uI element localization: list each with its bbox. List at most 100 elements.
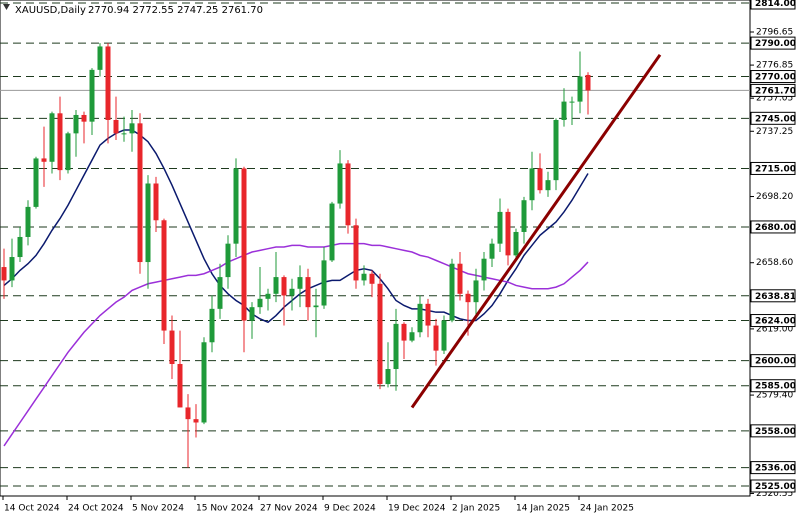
level-box: [750, 354, 796, 368]
candle-body: [321, 260, 327, 306]
candle-body: [449, 263, 455, 321]
candle-body: [481, 258, 487, 281]
candle-body: [337, 163, 343, 204]
candle-body: [225, 243, 231, 278]
candle-body: [425, 303, 431, 326]
candle-body: [265, 293, 271, 299]
candle-body: [81, 114, 87, 122]
candle-body: [297, 277, 303, 289]
candle-body: [545, 180, 551, 191]
candle-body: [153, 183, 159, 221]
moving-average: [3, 242, 589, 447]
candle-body: [393, 323, 399, 370]
candle-body: [385, 369, 391, 385]
level-label: 2558.00: [755, 427, 796, 437]
x-tick-label: 27 Nov 2024: [260, 504, 318, 514]
candle-body: [1, 267, 7, 281]
candle-body: [161, 220, 167, 331]
candle-body: [57, 113, 63, 171]
level-box: [750, 70, 796, 84]
moving-average: [3, 129, 589, 324]
candle-body: [41, 158, 47, 162]
level-label: 2715.00: [755, 164, 796, 174]
candle-body: [305, 277, 311, 308]
y-tick-label: 2698.20: [756, 192, 793, 202]
candle-body: [25, 206, 31, 237]
candle-body: [433, 325, 439, 351]
level-box: [750, 424, 796, 438]
candle-body: [465, 293, 471, 303]
symbol-icon: [3, 4, 10, 10]
candle-body: [257, 298, 263, 308]
candle-body: [185, 407, 191, 420]
level-label: 2536.00: [755, 464, 796, 474]
candle-body: [89, 69, 95, 122]
candle-body: [177, 363, 183, 408]
candle-body: [217, 277, 223, 309]
candle-body: [529, 168, 535, 201]
candle-body: [201, 342, 207, 423]
candle-body: [521, 200, 527, 232]
candle-body: [273, 277, 279, 294]
level-box: [750, 314, 796, 328]
candle-body: [33, 158, 39, 207]
candle-body: [17, 236, 23, 258]
candle-body: [537, 168, 543, 191]
candle-body: [9, 257, 15, 281]
chart-title: XAUUSD,Daily: [15, 5, 86, 16]
candle-body: [361, 273, 367, 281]
plot: [0, 2, 750, 487]
level-box: [750, 36, 796, 50]
candle-body: [457, 263, 463, 294]
y-tick-label: 2619.00: [756, 324, 793, 334]
candle-body: [313, 305, 319, 308]
level-box: [750, 0, 796, 10]
level-label: 2525.00: [755, 482, 796, 492]
level-label: 2624.00: [755, 317, 796, 327]
candle-body: [281, 277, 287, 296]
candle-body: [241, 168, 247, 321]
x-tick-label: 19 Dec 2024: [388, 504, 446, 514]
level-label: 2680.00: [755, 223, 796, 233]
y-tick-label: 2737.25: [756, 127, 793, 137]
level-box: [750, 379, 796, 393]
candle-body: [553, 119, 559, 181]
ohlc-text: 2770.94 2772.55 2747.25 2761.70: [88, 5, 263, 16]
level-label: 2814.00: [755, 0, 796, 9]
last-price-label: 2761.70: [755, 86, 796, 96]
candle-body: [193, 419, 199, 423]
candle-body: [121, 133, 127, 135]
level-box: [750, 161, 796, 175]
candle-body: [569, 101, 575, 103]
x-tick-label: 14 Jan 2025: [516, 504, 570, 514]
level-label: 2638.81: [755, 292, 796, 302]
candle-body: [585, 74, 591, 91]
candle-body: [289, 288, 295, 296]
x-tick-label: 24 Oct 2024: [68, 504, 124, 514]
candle-body: [473, 280, 479, 303]
x-tick-label: 14 Oct 2024: [4, 504, 60, 514]
candle-body: [73, 114, 79, 134]
y-tick-label: 2579.40: [756, 391, 793, 401]
candle-body: [137, 123, 143, 263]
last-price-box: [750, 83, 796, 97]
candle-body: [417, 303, 423, 333]
candle-body: [145, 183, 151, 263]
level-label: 2745.00: [755, 114, 796, 124]
level-box: [750, 461, 796, 475]
candle-body: [377, 283, 383, 385]
candle-body: [169, 330, 175, 364]
level-box: [750, 220, 796, 234]
candle-body: [577, 76, 583, 102]
level-label: 2790.00: [755, 39, 796, 49]
candle-body: [441, 320, 447, 351]
candle-body: [345, 163, 351, 226]
level-box: [750, 479, 796, 493]
candle-body: [209, 308, 215, 343]
y-tick-label: 2757.05: [756, 94, 793, 104]
candle-body: [97, 46, 103, 70]
candle-body: [409, 332, 415, 341]
candle-body: [401, 323, 407, 341]
level-label: 2585.00: [755, 382, 796, 392]
